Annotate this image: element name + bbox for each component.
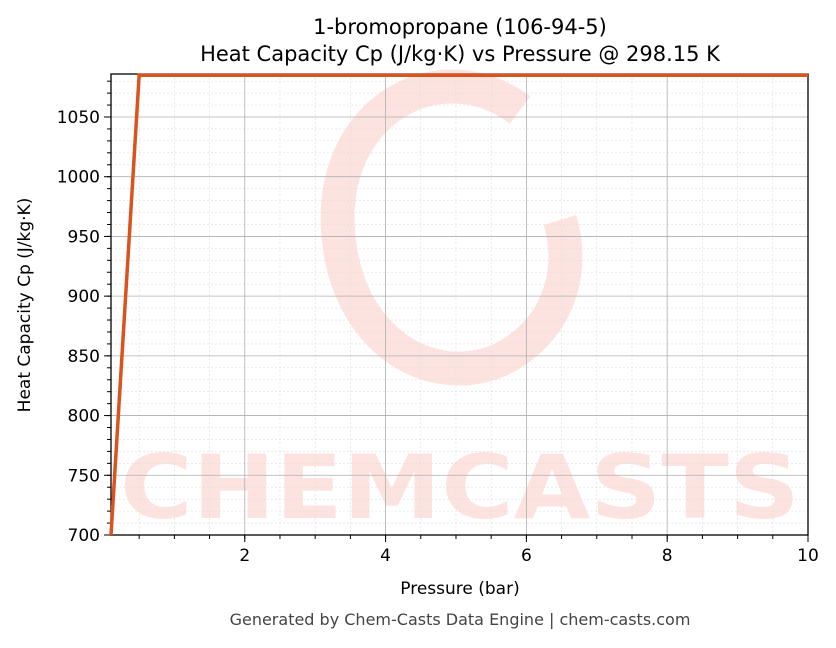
y-tick-label: 850 <box>68 347 100 367</box>
y-tick-label: 1050 <box>57 108 100 128</box>
x-tick-label: 10 <box>797 546 819 566</box>
y-tick-label: 900 <box>68 287 100 307</box>
y-tick-label: 800 <box>68 407 100 427</box>
y-tick-label: 700 <box>68 526 100 546</box>
y-tick-label: 1000 <box>57 168 100 188</box>
y-tick-label: 750 <box>68 466 100 486</box>
chart-subtitle: Heat Capacity Cp (J/kg·K) vs Pressure @ … <box>200 42 721 66</box>
chart-title: 1-bromopropane (106-94-5) <box>313 15 607 39</box>
watermark: CHEMCASTS <box>120 69 800 539</box>
x-axis-label: Pressure (bar) <box>400 579 519 599</box>
watermark-swirl <box>320 69 583 386</box>
series-line <box>109 73 808 536</box>
x-tick-label: 8 <box>662 546 673 566</box>
footer-credit: Generated by Chem-Casts Data Engine | ch… <box>230 610 691 629</box>
x-tick-label: 6 <box>521 546 532 566</box>
series <box>109 73 808 536</box>
x-tick-label: 4 <box>380 546 391 566</box>
x-tick-label: 2 <box>239 546 250 566</box>
y-axis-label: Heat Capacity Cp (J/kg·K) <box>15 198 35 413</box>
axes: 2 4 6 8 10 700 750 800 850 900 950 1000 1050 <box>57 73 819 566</box>
y-tick-label: 950 <box>68 227 100 247</box>
